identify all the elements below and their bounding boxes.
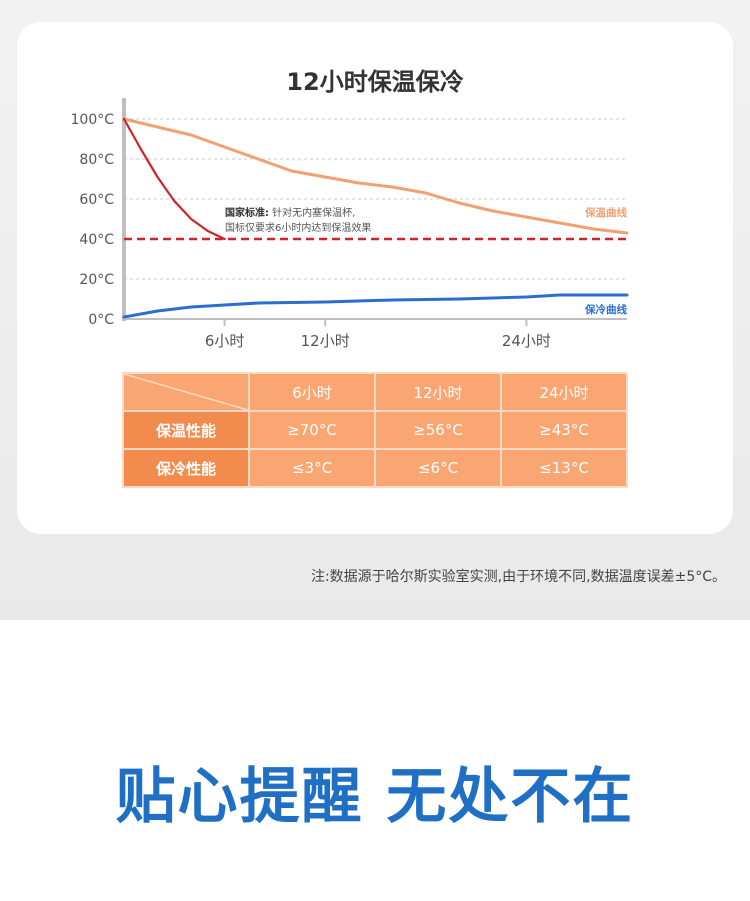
table-row-header: 保冷性能 — [122, 448, 250, 488]
warm-series-line — [122, 117, 629, 235]
x-tick-label: 24小时 — [502, 332, 551, 350]
standard-series-line — [122, 117, 226, 241]
y-tick-label: 60°C — [79, 192, 114, 208]
table-cell: ≥43°C — [500, 410, 628, 450]
x-tick-label: 6小时 — [205, 332, 245, 350]
table-row: 保冷性能 ≤3°C ≤6°C ≤13°C — [122, 448, 628, 488]
table-col-header: 6小时 — [248, 372, 376, 412]
table-cell: ≥56°C — [374, 410, 502, 450]
table-cell: ≥70°C — [248, 410, 376, 450]
table-cell: ≤3°C — [248, 448, 376, 488]
table-header-row: 6小时 12小时 24小时 — [122, 372, 628, 412]
chart-title: 12小时保温保冷 — [286, 68, 464, 96]
y-tick-label: 80°C — [79, 152, 114, 168]
cold-series-line — [122, 293, 629, 319]
table-corner-cell — [122, 372, 250, 412]
table-col-header: 12小时 — [374, 372, 502, 412]
y-tick-label: 20°C — [79, 272, 114, 288]
cold-series-label: 保冷曲线 — [584, 303, 627, 316]
annotation-line2: 国标仅要求6小时内达到保温效果 — [225, 221, 371, 234]
table-row: 保温性能 ≥70°C ≥56°C ≥43°C — [122, 410, 628, 450]
table-cell: ≤13°C — [500, 448, 628, 488]
annotation-text: 针对无内塞保温杯, — [269, 206, 355, 219]
annotation-bold: 国家标准: — [225, 206, 269, 219]
y-tick-label: 40°C — [79, 232, 114, 248]
footnote: 注:数据源于哈尔斯实验室实测,由于环境不同,数据温度误差±5°C。 — [310, 569, 726, 585]
annotation-line1: 国家标准: 针对无内塞保温杯, — [225, 206, 355, 219]
performance-table: 6小时 12小时 24小时 保温性能 ≥70°C ≥56°C ≥43°C 保冷性… — [122, 372, 628, 488]
warm-series-label: 保温曲线 — [584, 206, 627, 219]
slogan: 贴心提醒 无处不在 — [115, 762, 635, 832]
x-tick-label: 12小时 — [301, 332, 350, 350]
table-row-header: 保温性能 — [122, 410, 250, 450]
temperature-chart: 100°C 80°C 60°C 40°C 20°C 0°C 6小时 12小时 24小时 保温曲线保… — [71, 98, 629, 350]
y-tick-label: 100°C — [71, 112, 115, 128]
diagonal-line — [124, 374, 248, 410]
table-cell: ≤6°C — [374, 448, 502, 488]
y-tick-label: 0°C — [88, 312, 114, 328]
table-col-header: 24小时 — [500, 372, 628, 412]
